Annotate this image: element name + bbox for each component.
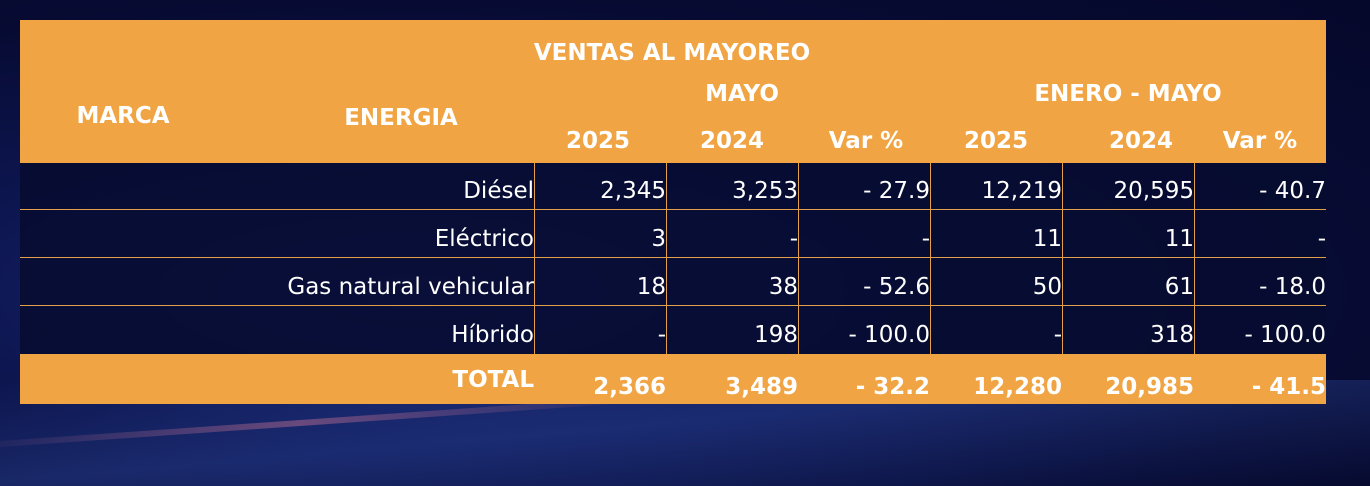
total-mayo-2024: 3,489 (725, 374, 798, 400)
total-enero-var: - 41.5 (1251, 374, 1326, 400)
sales-table: VENTAS AL MAYOREO MARCA ENERGIA MAYO ENE… (20, 20, 1326, 404)
header-enero-2025: 2025 (963, 128, 1028, 154)
header-group-enero-mayo: ENERO - MAYO (1034, 81, 1222, 107)
header-mayo-2024: 2024 (699, 128, 764, 154)
mayo-2025-cell: 18 (636, 274, 666, 300)
enero-2025-cell: - (1053, 322, 1062, 348)
table-row: Diésel 2,345 3,253 - 27.9 12,219 20,595 … (20, 163, 1326, 210)
column-divider (798, 163, 799, 354)
mayo-2025-cell: 3 (651, 226, 666, 252)
mayo-2024-cell: - (789, 226, 798, 252)
header-enero-var: Var % (1222, 128, 1298, 154)
enero-2024-cell: 61 (1164, 274, 1194, 300)
total-enero-2025: 12,280 (973, 374, 1062, 400)
header-mayo-var: Var % (828, 128, 904, 154)
mayo-var-cell: - 52.6 (863, 274, 930, 300)
header-group-mayo: MAYO (705, 81, 779, 107)
table-body: Diésel 2,345 3,253 - 27.9 12,219 20,595 … (20, 163, 1326, 354)
table-row: Híbrido - 198 - 100.0 - 318 - 100.0 (20, 307, 1326, 354)
enero-2025-cell: 12,219 (981, 178, 1062, 204)
total-mayo-2025: 2,366 (593, 374, 666, 400)
enero-2024-cell: 20,595 (1113, 178, 1194, 204)
column-divider (930, 163, 931, 354)
enero-2025-cell: 11 (1032, 226, 1062, 252)
header-marca: MARCA (76, 103, 170, 129)
table-header: VENTAS AL MAYOREO MARCA ENERGIA MAYO ENE… (20, 20, 1326, 163)
enero-var-cell: - (1317, 226, 1326, 252)
total-row: TOTAL 2,366 3,489 - 32.2 12,280 20,985 -… (20, 354, 1326, 404)
mayo-2024-cell: 3,253 (732, 178, 798, 204)
column-divider (1194, 163, 1195, 354)
energia-cell: Gas natural vehicular (287, 274, 534, 300)
mayo-var-cell: - (921, 226, 930, 252)
enero-2024-cell: 11 (1164, 226, 1194, 252)
column-divider (1062, 163, 1063, 354)
total-mayo-var: - 32.2 (855, 374, 930, 400)
header-enero-2024: 2024 (1108, 128, 1173, 154)
enero-var-cell: - 18.0 (1259, 274, 1326, 300)
enero-2024-cell: 318 (1150, 322, 1194, 348)
mayo-var-cell: - 27.9 (863, 178, 930, 204)
mayo-2025-cell: - (657, 322, 666, 348)
table-row: Eléctrico 3 - - 11 11 - (20, 211, 1326, 258)
table-title: VENTAS AL MAYOREO (533, 40, 811, 66)
total-enero-2024: 20,985 (1105, 374, 1194, 400)
enero-var-cell: - 40.7 (1259, 178, 1326, 204)
column-divider (534, 163, 535, 354)
enero-var-cell: - 100.0 (1244, 322, 1326, 348)
column-divider (666, 163, 667, 354)
mayo-var-cell: - 100.0 (848, 322, 930, 348)
total-label: TOTAL (452, 367, 534, 393)
table-row: Gas natural vehicular 18 38 - 52.6 50 61… (20, 259, 1326, 306)
energia-cell: Híbrido (451, 322, 534, 348)
mayo-2025-cell: 2,345 (600, 178, 666, 204)
header-mayo-2025: 2025 (565, 128, 630, 154)
mayo-2024-cell: 38 (768, 274, 798, 300)
energia-cell: Diésel (463, 178, 534, 204)
header-energia: ENERGIA (344, 105, 458, 131)
mayo-2024-cell: 198 (754, 322, 798, 348)
energia-cell: Eléctrico (434, 226, 534, 252)
enero-2025-cell: 50 (1032, 274, 1062, 300)
